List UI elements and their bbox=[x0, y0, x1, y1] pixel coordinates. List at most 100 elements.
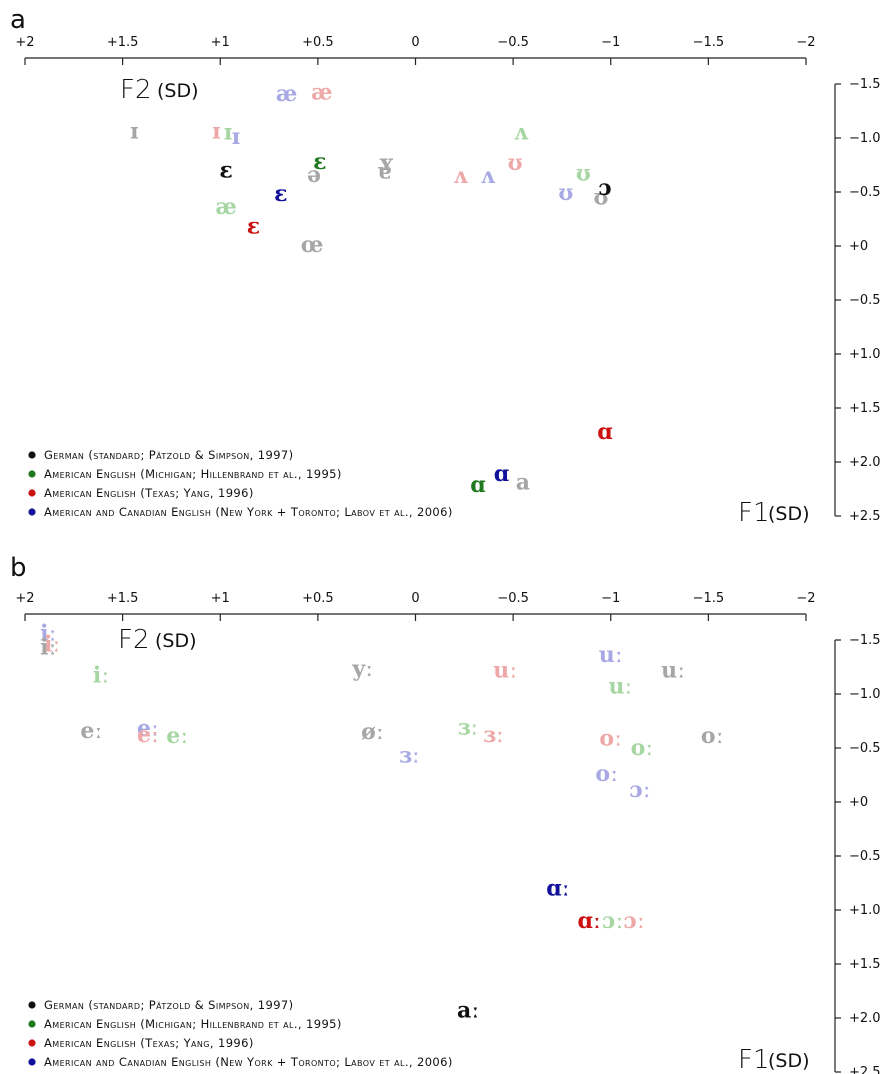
y-tick-label: −1.0 bbox=[849, 131, 881, 146]
legend-marker bbox=[28, 1039, 36, 1047]
x-axis-unit: (SD) bbox=[155, 630, 197, 652]
x-tick-label: −1 bbox=[601, 591, 620, 606]
y-tick-label: +0 bbox=[849, 795, 868, 810]
y-tick-label: −1.5 bbox=[849, 77, 881, 92]
vowel-point: ɛ bbox=[313, 149, 326, 175]
y-tick-label: +0 bbox=[849, 239, 868, 254]
vowel-point: ɔː bbox=[629, 777, 651, 803]
y-tick-label: +1.0 bbox=[849, 903, 881, 918]
x-axis-title: F2 bbox=[118, 625, 150, 655]
vowel-point: ɑ bbox=[597, 419, 612, 445]
y-tick-label: +2.5 bbox=[849, 1065, 881, 1074]
vowel-point: ʊ bbox=[508, 150, 523, 176]
vowel-point: yː bbox=[351, 656, 373, 682]
vowel-point: ɑː bbox=[546, 876, 570, 902]
vowel-point: ɑː bbox=[578, 908, 602, 934]
vowel-point: ə bbox=[307, 162, 321, 188]
vowel-point: iː bbox=[44, 631, 60, 657]
vowel-point: ɜː bbox=[399, 743, 419, 769]
vowel-point: œ bbox=[301, 232, 324, 258]
vowel-point: ɑ bbox=[470, 472, 485, 498]
vowel-point: ɔː bbox=[623, 908, 645, 934]
vowel-point: ʌ bbox=[481, 163, 496, 189]
legend-marker bbox=[28, 1058, 36, 1066]
vowel-point: aː bbox=[457, 998, 479, 1024]
legend-label: American and Canadian English (New York … bbox=[44, 1055, 453, 1069]
y-tick-label: +1.5 bbox=[849, 957, 881, 972]
vowel-point: ʊ bbox=[594, 185, 609, 211]
legend-label: German (standard; Pätzold & Simpson, 199… bbox=[44, 448, 294, 462]
vowel-point: eː bbox=[80, 718, 102, 744]
vowel-point: ɛ bbox=[219, 158, 232, 184]
x-tick-label: +2 bbox=[15, 35, 34, 50]
vowel-point: ɪ bbox=[232, 124, 240, 150]
vowel-point: øː bbox=[361, 719, 384, 745]
x-tick-label: −0.5 bbox=[497, 591, 529, 606]
y-tick-label: +2.5 bbox=[849, 509, 881, 524]
vowel-point: oː bbox=[701, 723, 724, 749]
x-axis-unit: (SD) bbox=[157, 80, 199, 102]
x-tick-label: −1.5 bbox=[693, 591, 725, 606]
vowel-point: ɔ bbox=[598, 175, 611, 201]
vowel-point: oː bbox=[599, 725, 622, 751]
legend-marker bbox=[28, 508, 36, 516]
vowel-point: ɐ bbox=[377, 159, 391, 185]
y-tick-label: +1.0 bbox=[849, 347, 881, 362]
vowel-point: ʌ bbox=[453, 163, 468, 189]
legend-label: American and Canadian English (New York … bbox=[44, 505, 453, 519]
vowel-point: ɛ bbox=[247, 214, 260, 240]
legend-label: American English (Michigan; Hillenbrand … bbox=[44, 467, 342, 481]
vowel-point: eː bbox=[137, 716, 159, 742]
x-tick-label: −1.5 bbox=[693, 35, 725, 50]
legend-marker bbox=[28, 489, 36, 497]
vowel-point: ʏ bbox=[378, 150, 394, 176]
vowel-point: ɛ bbox=[274, 181, 287, 207]
x-tick-label: +1.5 bbox=[107, 35, 139, 50]
x-tick-label: −2 bbox=[796, 591, 815, 606]
y-tick-label: −0.5 bbox=[849, 293, 881, 308]
y-axis-title: F1 bbox=[738, 1045, 770, 1074]
panel-letter: b bbox=[10, 553, 27, 583]
y-tick-label: −1.0 bbox=[849, 687, 881, 702]
legend-label: American English (Michigan; Hillenbrand … bbox=[44, 1017, 342, 1031]
vowel-point: ʊ bbox=[576, 161, 591, 187]
x-axis-title: F2 bbox=[120, 75, 152, 105]
x-tick-label: +1.5 bbox=[107, 591, 139, 606]
legend-marker bbox=[28, 1001, 36, 1009]
y-tick-label: +2.0 bbox=[849, 455, 881, 470]
vowel-point: uː bbox=[661, 657, 685, 683]
legend-label: American English (Texas; Yang, 1996) bbox=[44, 1036, 254, 1050]
x-tick-label: −1 bbox=[601, 35, 620, 50]
vowel-point: ɪ bbox=[224, 120, 232, 146]
legend-marker bbox=[28, 1020, 36, 1028]
y-axis-unit: (SD) bbox=[768, 1050, 810, 1072]
vowel-point: eː bbox=[166, 723, 188, 749]
vowel-point: uː bbox=[608, 674, 632, 700]
vowel-point: iː bbox=[40, 635, 56, 661]
legend-marker bbox=[28, 451, 36, 459]
x-tick-label: +2 bbox=[15, 591, 34, 606]
vowel-point: oː bbox=[631, 735, 654, 761]
y-axis-unit: (SD) bbox=[768, 503, 810, 525]
y-tick-label: −0.5 bbox=[849, 741, 881, 756]
vowel-point: æ bbox=[311, 80, 332, 106]
y-tick-label: −0.5 bbox=[849, 185, 881, 200]
y-tick-label: −0.5 bbox=[849, 849, 881, 864]
y-tick-label: +2.0 bbox=[849, 1011, 881, 1026]
y-tick-label: −1.5 bbox=[849, 633, 881, 648]
vowel-point: iː bbox=[40, 621, 56, 647]
x-tick-label: +1 bbox=[211, 35, 230, 50]
vowel-point: ʊ bbox=[558, 180, 573, 206]
vowel-point: ɜː bbox=[458, 715, 478, 741]
chart-panel-a: a+2 +1.5 +1 +0.5 0 −0.5 −1 −1.5 −2−1.5−1.0−0.5+0… bbox=[10, 5, 881, 528]
vowel-point: ɔː bbox=[602, 908, 624, 934]
y-axis-title: F1 bbox=[738, 498, 770, 528]
vowel-point: æ bbox=[215, 194, 236, 220]
x-tick-label: 0 bbox=[411, 35, 419, 50]
x-tick-label: +0.5 bbox=[302, 35, 334, 50]
vowel-point: ʌ bbox=[514, 120, 529, 146]
vowel-point: ɪ bbox=[130, 119, 138, 145]
chart-panel-b: b +2 +1.5 +1 +0.5 0 −0.5 −1 −1.5 −2 −1.5 −1.0 −0.5 +0… bbox=[10, 553, 881, 1074]
vowel-point: iː bbox=[93, 663, 109, 689]
